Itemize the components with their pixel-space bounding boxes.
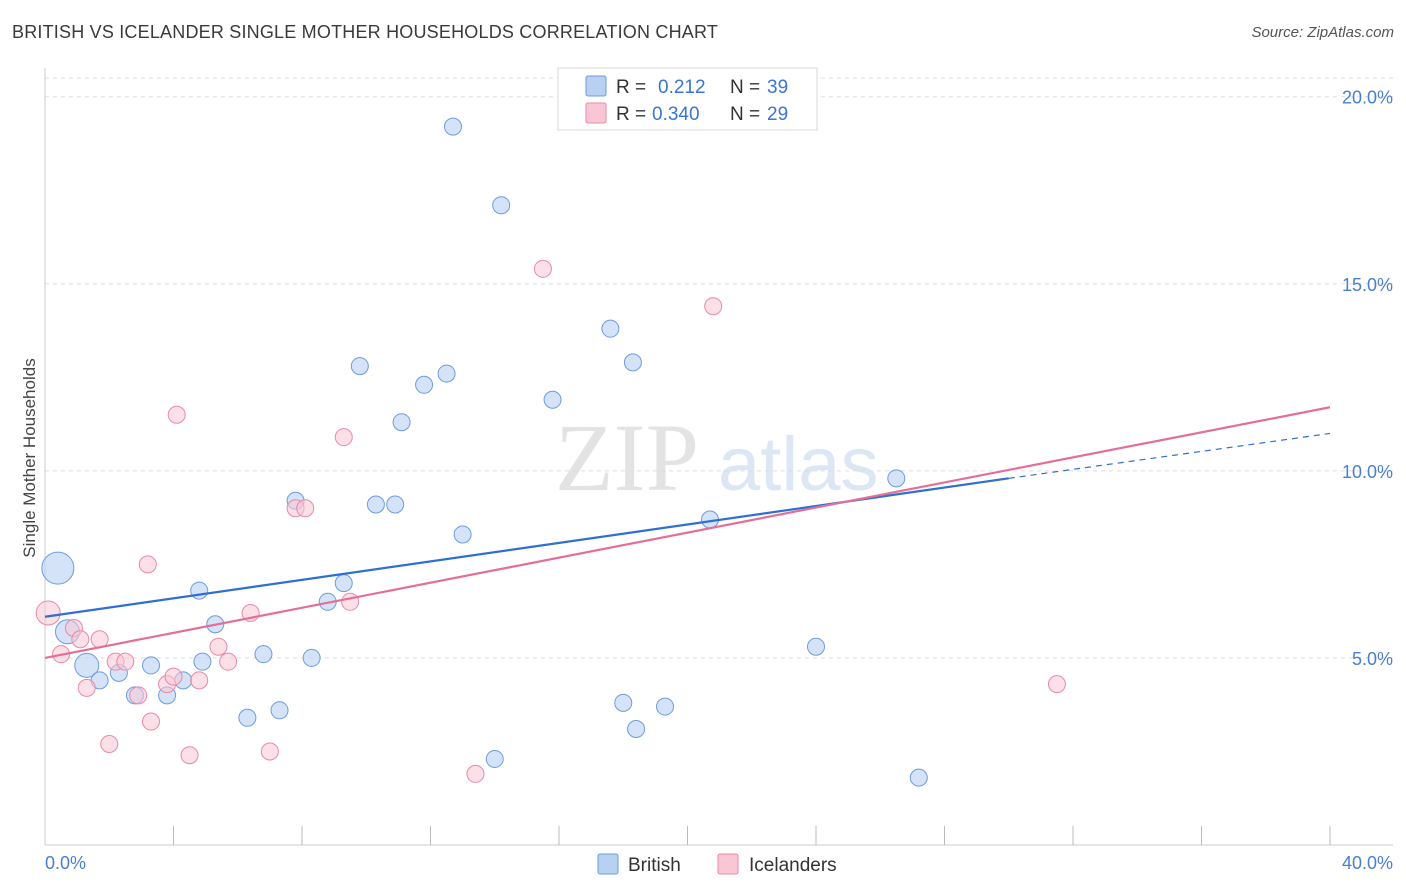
icelanders-point [704,297,723,316]
legend-icelanders-r-label: R = [616,104,646,125]
british-point [41,551,75,585]
icelanders-trend-line [44,406,1331,660]
y-tick-label: 20.0% [1342,88,1393,108]
legend-british-r-label: R = [616,77,646,98]
y-tick-label: 5.0% [1352,649,1393,669]
icelanders-point [138,555,157,574]
chart-title: BRITISH VS ICELANDER SINGLE MOTHER HOUSE… [12,22,719,42]
gridlines [45,77,1393,659]
source-label: Source: ZipAtlas.com [1251,24,1394,41]
british-point [415,375,434,394]
icelanders-point [142,712,161,731]
british-points [41,117,928,787]
british-point [656,697,675,716]
legend-swatch-icelanders [585,102,607,124]
british-point [386,495,405,514]
icelanders-point [164,667,183,686]
correlation-legend: R = 0.212 N = 39 R = 0.340 N = 29 [557,67,818,131]
legend-icelanders-n-value: 29 [767,104,788,125]
y-axis-tick-labels: 5.0% 10.0% 15.0% 20.0% [1342,88,1393,669]
icelanders-point [71,630,90,649]
icelanders-point [219,652,238,671]
icelanders-point [167,405,186,424]
icelanders-point [533,259,552,278]
legend-swatch-british [585,75,607,97]
british-point [350,357,369,376]
trend-lines [44,406,1331,660]
watermark: ZIP atlas [555,404,879,511]
british-point [270,701,289,720]
bottom-legend-swatch-icelanders [717,853,739,875]
british-point [614,693,633,712]
icelanders-point [296,499,315,518]
icelanders-point [190,671,209,690]
icelanders-point [116,652,135,671]
bottom-legend-icelanders: Icelanders [749,855,837,876]
y-axis-label: Single Mother Households [20,358,39,557]
british-point [543,390,562,409]
legend-icelanders-r-value: 0.340 [652,104,700,125]
british-point [302,648,321,667]
icelanders-point [77,678,96,697]
british-point [887,469,906,488]
icelanders-point [180,746,199,765]
watermark-atlas: atlas [718,422,879,507]
legend-icelanders-n-label: N = [730,104,760,125]
british-point [437,364,456,383]
british-point [627,720,646,739]
british-point [392,413,411,432]
legend-british-n-label: N = [730,77,760,98]
watermark-zip: ZIP [555,404,699,511]
icelanders-point [1047,675,1066,694]
icelanders-points [35,259,1066,783]
british-point [142,656,161,675]
series-legend: British Icelanders [597,853,837,876]
british-point [443,117,462,136]
british-point [74,652,100,678]
legend-british-n-value: 39 [767,77,788,98]
british-point [485,749,504,768]
british-point [193,652,212,671]
y-tick-label: 15.0% [1342,275,1393,295]
icelanders-point [466,764,485,783]
icelanders-point [260,742,279,761]
british-point [807,637,825,656]
icelanders-point [209,637,228,656]
icelanders-point [100,734,119,753]
bottom-legend-swatch-british [597,853,619,875]
bottom-legend-british: British [628,855,681,876]
icelanders-point [341,592,360,611]
legend-british-r-value: 0.212 [658,77,706,98]
british-point [909,768,928,787]
icelanders-point [129,686,148,705]
british-point [334,574,353,593]
british-trend-extension [1008,432,1331,479]
british-point [238,708,257,727]
x-axis-ticks [173,826,1331,845]
british-point [492,196,511,215]
british-point [366,495,385,514]
british-point [453,525,472,544]
icelanders-point [35,600,61,626]
y-tick-label: 10.0% [1342,462,1393,482]
british-point [623,353,642,372]
british-point [254,645,273,664]
british-point [601,319,620,338]
icelanders-point [334,428,353,447]
x-tick-max: 40.0% [1342,853,1393,873]
x-tick-min: 0.0% [45,853,86,873]
axes [44,68,1393,846]
